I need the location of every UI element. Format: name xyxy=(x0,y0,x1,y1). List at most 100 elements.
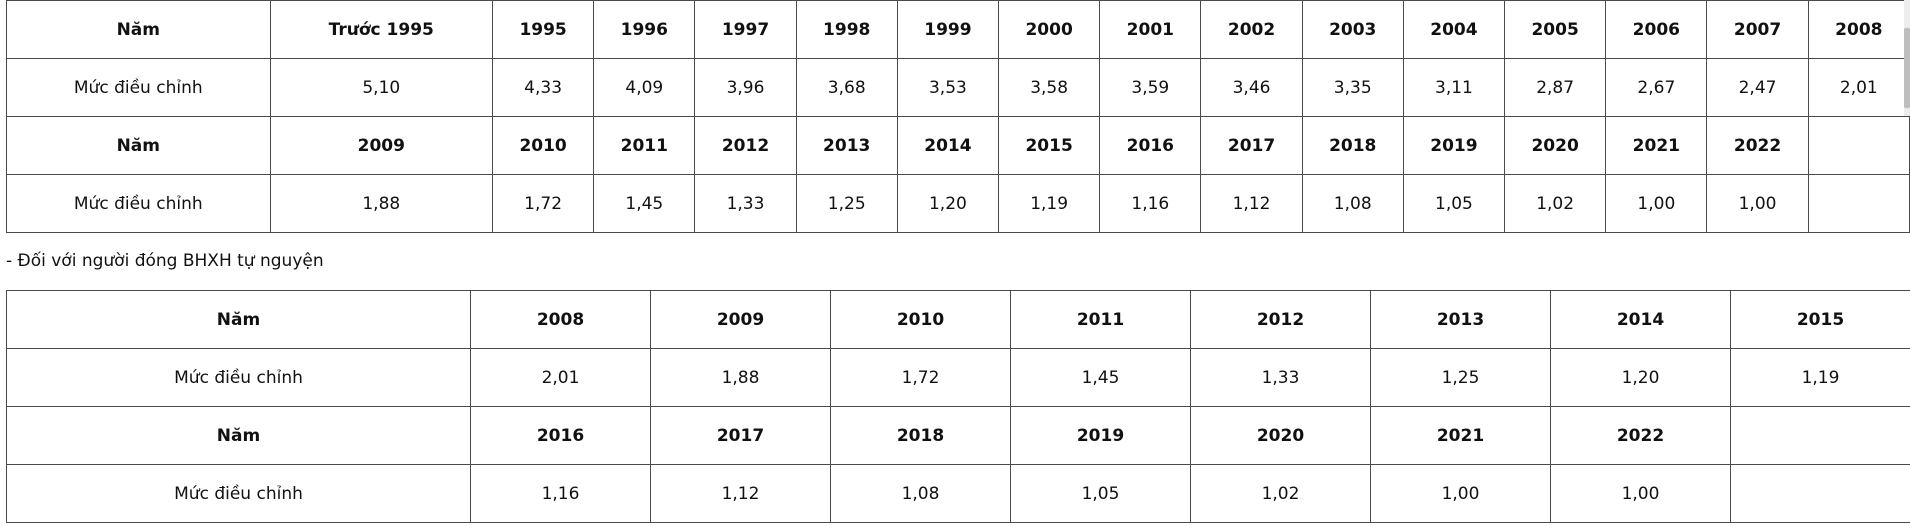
adjustment-value-cell: 2,67 xyxy=(1605,58,1708,117)
year-cell: 2005 xyxy=(1504,0,1607,59)
year-cell: 2020 xyxy=(1504,116,1607,175)
adjustment-value-cell: 3,11 xyxy=(1402,58,1506,117)
adjustment-value-cell: 1,72 xyxy=(491,174,595,233)
year-cell: 2012 xyxy=(1190,290,1371,349)
year-header-row: Năm 2009 2010 2011 2012 2013 2014 2015 2016 2017 2… xyxy=(6,116,1910,175)
year-cell: 2015 xyxy=(1730,290,1910,349)
adjustment-value-cell: 1,05 xyxy=(1010,464,1191,523)
empty-cell xyxy=(1730,406,1910,465)
adjustment-value-cell: 3,59 xyxy=(1099,58,1202,117)
adjustment-value-cell: 1,88 xyxy=(269,174,494,233)
adjustment-value-cell: 1,25 xyxy=(795,174,898,233)
adjustment-value-cell: 1,45 xyxy=(1010,348,1191,407)
adjustment-value-cell: 5,10 xyxy=(269,58,494,117)
row-label-adjustment: Mức điều chỉnh xyxy=(6,348,471,407)
row-label-year: Năm xyxy=(6,406,471,465)
year-cell: 2014 xyxy=(1550,290,1731,349)
year-cell: 2017 xyxy=(650,406,831,465)
year-cell: 2020 xyxy=(1190,406,1371,465)
scrollbar-thumb[interactable] xyxy=(1904,28,1910,108)
year-cell: 2018 xyxy=(830,406,1011,465)
row-label-year: Năm xyxy=(6,290,471,349)
adjustment-value-cell: 1,08 xyxy=(830,464,1011,523)
adjustment-value-cell: 1,45 xyxy=(593,174,696,233)
year-cell: 2009 xyxy=(650,290,831,349)
adjustment-value-cell: 1,16 xyxy=(470,464,651,523)
year-cell: 2013 xyxy=(795,116,898,175)
adjustment-value-cell: 2,47 xyxy=(1706,58,1809,117)
year-cell: 2022 xyxy=(1550,406,1731,465)
row-label-year: Năm xyxy=(6,116,271,175)
adjustment-value-cell: 2,87 xyxy=(1504,58,1607,117)
year-cell: 2016 xyxy=(1099,116,1202,175)
year-cell: 2018 xyxy=(1301,116,1404,175)
adjustment-value-cell: 2,01 xyxy=(470,348,651,407)
adjustment-value-cell: 2,01 xyxy=(1807,58,1910,117)
adjustment-value-cell: 1,00 xyxy=(1550,464,1731,523)
adjustment-value-cell: 1,12 xyxy=(650,464,831,523)
year-cell: 1995 xyxy=(491,0,595,59)
year-cell: 2012 xyxy=(694,116,797,175)
year-cell: 2000 xyxy=(998,0,1101,59)
year-cell: 2021 xyxy=(1370,406,1551,465)
adjustment-value-row: Mức điều chỉnh 5,10 4,33 4,09 3,96 3,68 3,53 3,… xyxy=(6,58,1910,117)
adjustment-value-cell: 4,33 xyxy=(491,58,595,117)
year-cell: 2007 xyxy=(1706,0,1809,59)
adjustment-value-cell: 1,02 xyxy=(1504,174,1607,233)
year-cell: 2008 xyxy=(470,290,651,349)
year-cell: 2011 xyxy=(1010,290,1191,349)
year-cell: 1998 xyxy=(795,0,898,59)
adjustment-value-cell: 1,02 xyxy=(1190,464,1371,523)
year-cell: 2008 xyxy=(1807,0,1910,59)
year-cell: 2001 xyxy=(1099,0,1202,59)
year-cell: 2019 xyxy=(1402,116,1506,175)
empty-cell xyxy=(1807,174,1910,233)
year-cell: 2015 xyxy=(998,116,1101,175)
adjustment-value-cell: 1,00 xyxy=(1370,464,1551,523)
year-cell: Trước 1995 xyxy=(269,0,494,59)
adjustment-value-cell: 1,20 xyxy=(1550,348,1731,407)
adjustment-value-cell: 1,20 xyxy=(896,174,1000,233)
year-cell: 2011 xyxy=(593,116,696,175)
row-label-adjustment: Mức điều chỉnh xyxy=(6,58,271,117)
year-header-row: Năm Trước 1995 1995 1996 1997 1998 1999 2000 200… xyxy=(6,0,1910,59)
adjustment-value-cell: 3,58 xyxy=(998,58,1101,117)
adjustment-value-cell: 1,16 xyxy=(1099,174,1202,233)
year-cell: 2013 xyxy=(1370,290,1551,349)
adjustment-table-voluntary: Năm 2008 2009 2010 2011 2012 2013 2014 2015 Mức đ… xyxy=(6,290,1910,523)
adjustment-value-cell: 3,35 xyxy=(1301,58,1404,117)
adjustment-value-cell: 3,96 xyxy=(694,58,797,117)
year-cell: 2002 xyxy=(1200,0,1303,59)
year-cell: 2010 xyxy=(830,290,1011,349)
year-cell: 2010 xyxy=(491,116,595,175)
year-cell: 1997 xyxy=(694,0,797,59)
adjustment-value-cell: 1,33 xyxy=(694,174,797,233)
year-cell: 1999 xyxy=(896,0,1000,59)
year-cell: 2017 xyxy=(1200,116,1303,175)
year-cell: 2014 xyxy=(896,116,1000,175)
adjustment-value-cell: 1,08 xyxy=(1301,174,1404,233)
adjustment-value-cell: 1,00 xyxy=(1706,174,1809,233)
empty-cell xyxy=(1730,464,1910,523)
adjustment-value-cell: 3,46 xyxy=(1200,58,1303,117)
adjustment-value-cell: 1,19 xyxy=(998,174,1101,233)
adjustment-value-cell: 4,09 xyxy=(593,58,696,117)
empty-cell xyxy=(1807,116,1910,175)
adjustment-value-cell: 3,53 xyxy=(896,58,1000,117)
year-header-row: Năm 2016 2017 2018 2019 2020 2021 2022 xyxy=(6,406,1910,465)
adjustment-value-cell: 1,05 xyxy=(1402,174,1506,233)
year-cell: 2019 xyxy=(1010,406,1191,465)
adjustment-value-row: Mức điều chỉnh 1,16 1,12 1,08 1,05 1,02 1,00 1,… xyxy=(6,464,1910,523)
year-cell: 2009 xyxy=(269,116,494,175)
adjustment-value-cell: 1,25 xyxy=(1370,348,1551,407)
adjustment-value-row: Mức điều chỉnh 1,88 1,72 1,45 1,33 1,25 1,20 1,… xyxy=(6,174,1910,233)
adjustment-table-mandatory: Năm Trước 1995 1995 1996 1997 1998 1999 2000 200… xyxy=(6,0,1910,233)
adjustment-value-cell: 1,00 xyxy=(1605,174,1708,233)
year-cell: 2006 xyxy=(1605,0,1708,59)
adjustment-value-cell: 1,12 xyxy=(1200,174,1303,233)
year-cell: 2021 xyxy=(1605,116,1708,175)
adjustment-value-cell: 3,68 xyxy=(795,58,898,117)
year-cell: 2016 xyxy=(470,406,651,465)
row-label-year: Năm xyxy=(6,0,271,59)
year-cell: 1996 xyxy=(593,0,696,59)
